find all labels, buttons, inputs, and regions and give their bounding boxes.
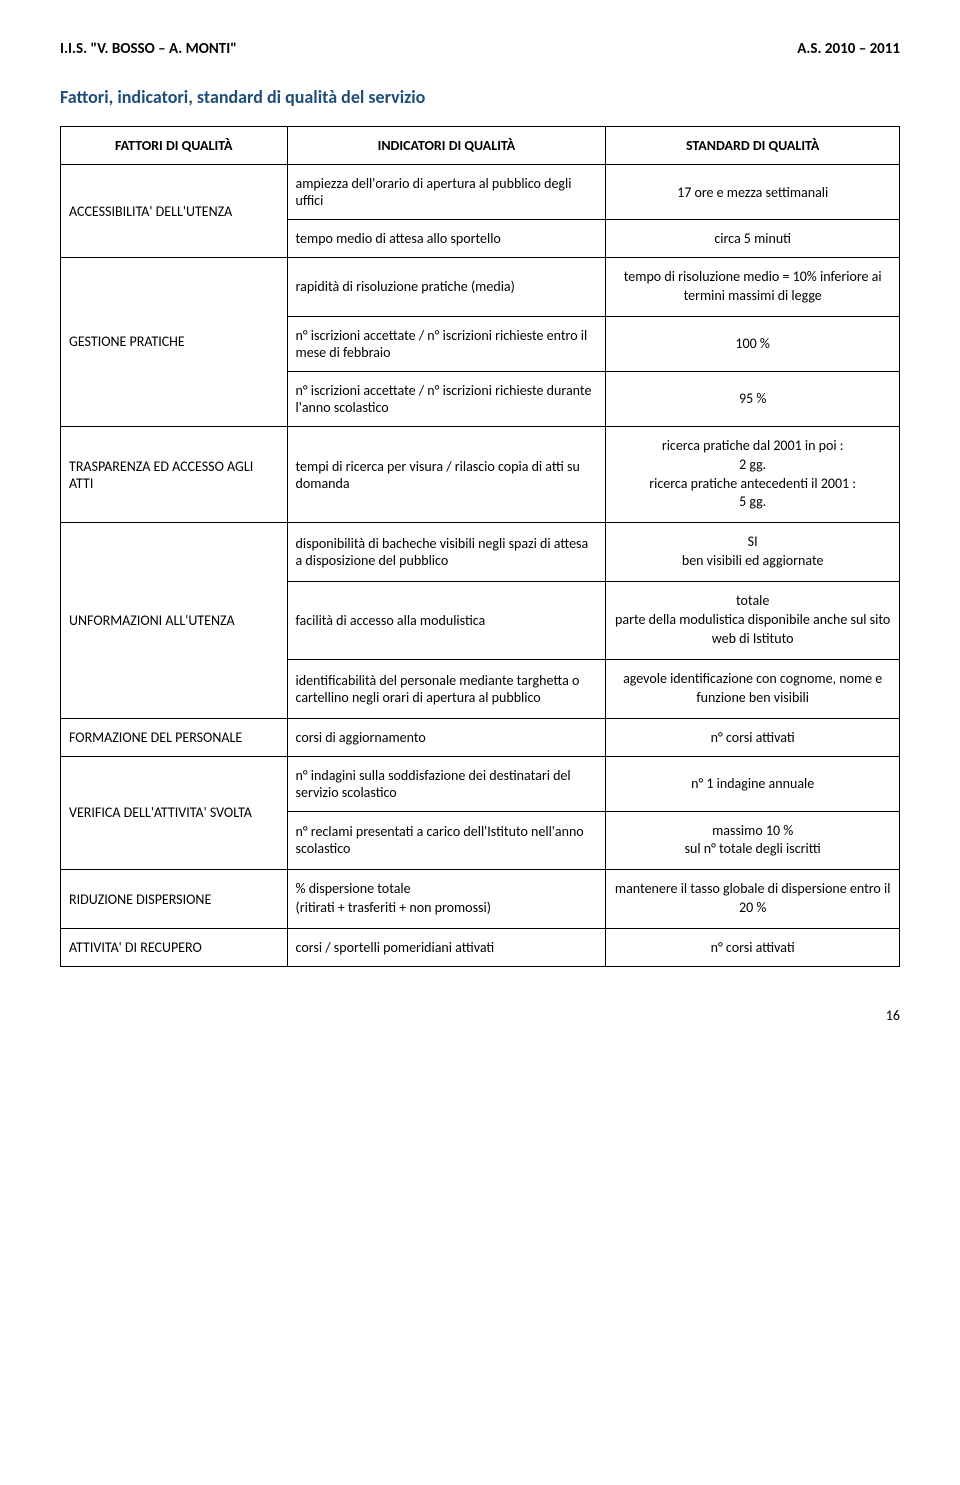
standard-line: parte della modulistica disponibile anch…: [615, 611, 890, 647]
header-right: A.S. 2010 – 2011: [797, 40, 900, 58]
quality-table: FATTORI DI QUALITÀ INDICATORI DI QUALITÀ…: [60, 126, 900, 967]
standard-cell: mantenere il tasso globale di dispersion…: [606, 870, 900, 929]
indicator-line: (ritirati + trasferiti + non promossi): [296, 899, 491, 916]
indicator-cell: corsi / sportelli pomeridiani attivati: [287, 929, 606, 967]
standard-line: ricerca pratiche dal 2001 in poi :: [662, 437, 844, 454]
table-row: FORMAZIONE DEL PERSONALE corsi di aggior…: [61, 718, 900, 756]
col-header-indicator: INDICATORI DI QUALITÀ: [287, 127, 606, 165]
standard-cell: circa 5 minuti: [606, 220, 900, 258]
standard-cell: tempo di risoluzione medio = 10% inferio…: [606, 258, 900, 317]
indicator-cell: identificabilità del personale mediante …: [287, 659, 606, 718]
standard-cell: ricerca pratiche dal 2001 in poi : 2 gg.…: [606, 426, 900, 523]
table-row: UNFORMAZIONI ALL'UTENZA disponibilità di…: [61, 523, 900, 582]
standard-line: ricerca pratiche antecedenti il 2001 :: [649, 475, 856, 492]
standard-cell: n° corsi attivati: [606, 718, 900, 756]
standard-line: sul n° totale degli iscritti: [685, 840, 821, 857]
standard-cell: 17 ore e mezza settimanali: [606, 165, 900, 220]
table-header-row: FATTORI DI QUALITÀ INDICATORI DI QUALITÀ…: [61, 127, 900, 165]
factor-cell: FORMAZIONE DEL PERSONALE: [61, 718, 288, 756]
standard-cell: 100 %: [606, 316, 900, 371]
factor-cell: VERIFICA DELL'ATTIVITA' SVOLTA: [61, 756, 288, 870]
page-number: 16: [60, 1007, 900, 1024]
indicator-cell: tempo medio di attesa allo sportello: [287, 220, 606, 258]
standard-cell: 95 %: [606, 371, 900, 426]
factor-cell: ATTIVITA' DI RECUPERO: [61, 929, 288, 967]
factor-cell: RIDUZIONE DISPERSIONE: [61, 870, 288, 929]
indicator-cell: n° iscrizioni accettate / n° iscrizioni …: [287, 316, 606, 371]
table-body: ACCESSIBILITA' DELL'UTENZA ampiezza dell…: [61, 165, 900, 967]
table-row: VERIFICA DELL'ATTIVITA' SVOLTA n° indagi…: [61, 756, 900, 811]
standard-cell: n° 1 indagine annuale: [606, 756, 900, 811]
table-row: ACCESSIBILITA' DELL'UTENZA ampiezza dell…: [61, 165, 900, 220]
table-row: GESTIONE PRATICHE rapidità di risoluzion…: [61, 258, 900, 317]
standard-cell: agevole identificazione con cognome, nom…: [606, 659, 900, 718]
standard-line: 5 gg.: [739, 493, 766, 510]
section-title: Fattori, indicatori, standard di qualità…: [60, 86, 900, 108]
indicator-cell: n° indagini sulla soddisfazione dei dest…: [287, 756, 606, 811]
indicator-cell: facilità di accesso alla modulistica: [287, 582, 606, 660]
col-header-factor: FATTORI DI QUALITÀ: [61, 127, 288, 165]
standard-cell: SI ben visibili ed aggiornate: [606, 523, 900, 582]
col-header-standard: STANDARD DI QUALITÀ: [606, 127, 900, 165]
factor-cell: TRASPARENZA ED ACCESSO AGLI ATTI: [61, 426, 288, 523]
factor-cell: UNFORMAZIONI ALL'UTENZA: [61, 523, 288, 718]
page-header: I.I.S. "V. BOSSO – A. MONTI" A.S. 2010 –…: [60, 40, 900, 58]
indicator-cell: % dispersione totale (ritirati + trasfer…: [287, 870, 606, 929]
indicator-cell: corsi di aggiornamento: [287, 718, 606, 756]
factor-cell: ACCESSIBILITA' DELL'UTENZA: [61, 165, 288, 258]
table-row: RIDUZIONE DISPERSIONE % dispersione tota…: [61, 870, 900, 929]
indicator-cell: disponibilità di bacheche visibili negli…: [287, 523, 606, 582]
standard-line: massimo 10 %: [712, 822, 793, 839]
factor-cell: GESTIONE PRATICHE: [61, 258, 288, 427]
indicator-cell: tempi di ricerca per visura / rilascio c…: [287, 426, 606, 523]
table-row: ATTIVITA' DI RECUPERO corsi / sportelli …: [61, 929, 900, 967]
standard-line: totale: [736, 592, 769, 609]
page: I.I.S. "V. BOSSO – A. MONTI" A.S. 2010 –…: [0, 0, 960, 1054]
indicator-cell: ampiezza dell'orario di apertura al pubb…: [287, 165, 606, 220]
standard-line: SI: [748, 533, 758, 550]
standard-line: ben visibili ed aggiornate: [682, 552, 824, 569]
indicator-cell: rapidità di risoluzione pratiche (media): [287, 258, 606, 317]
header-left: I.I.S. "V. BOSSO – A. MONTI": [60, 40, 237, 58]
standard-line: 2 gg.: [739, 456, 766, 473]
standard-cell: totale parte della modulistica disponibi…: [606, 582, 900, 660]
indicator-cell: n° reclami presentati a carico dell'Isti…: [287, 811, 606, 870]
indicator-line: % dispersione totale: [296, 880, 411, 897]
standard-cell: massimo 10 % sul n° totale degli iscritt…: [606, 811, 900, 870]
standard-cell: n° corsi attivati: [606, 929, 900, 967]
indicator-cell: n° iscrizioni accettate / n° iscrizioni …: [287, 371, 606, 426]
table-row: TRASPARENZA ED ACCESSO AGLI ATTI tempi d…: [61, 426, 900, 523]
